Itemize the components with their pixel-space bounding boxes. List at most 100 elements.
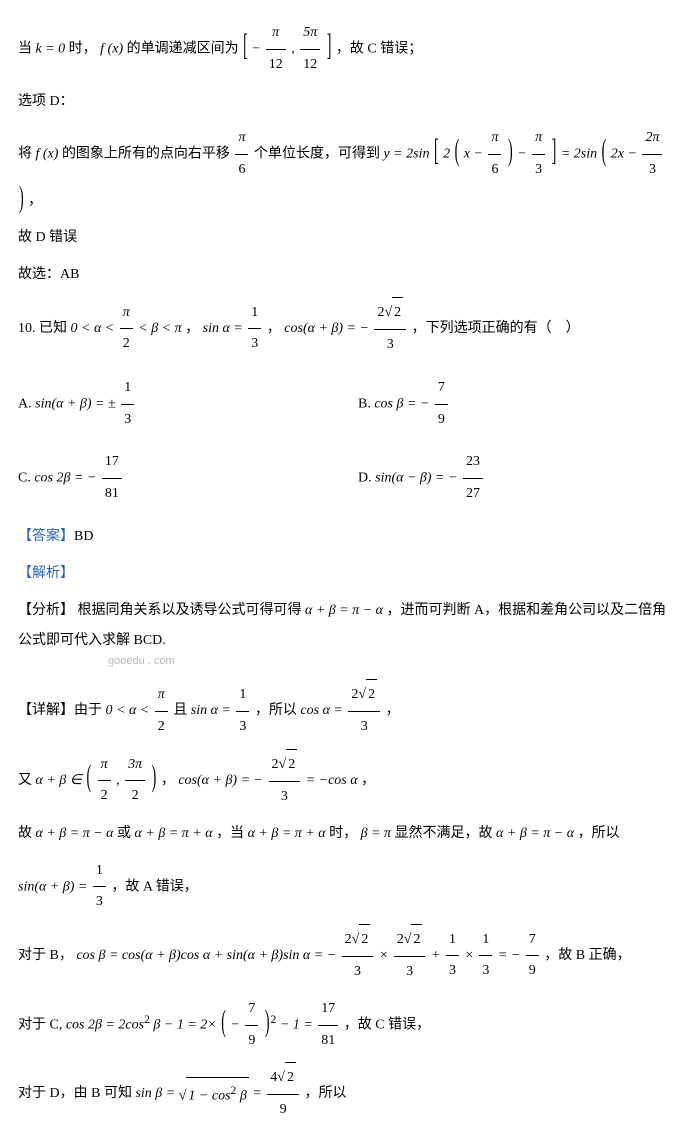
frac: 13: [248, 298, 261, 361]
frac: 79: [435, 373, 448, 436]
txt: ，: [267, 321, 281, 336]
watermark: gooedu . com: [108, 649, 674, 673]
frac: π2: [98, 750, 111, 813]
label: C.: [18, 471, 34, 486]
math: cos 2β = 2cos: [66, 1017, 144, 1032]
num: 17: [318, 994, 338, 1026]
para-d: 将 f (x) 的图象上所有的点向右平移 π6 个单位长度，可得到 y = 2s…: [18, 123, 674, 217]
math: f (x): [100, 42, 123, 57]
frac: π2: [120, 298, 133, 361]
den: 81: [318, 1026, 338, 1057]
n: 2: [397, 932, 404, 947]
txt: 时，: [329, 826, 357, 841]
frac: 2√2 3: [374, 297, 406, 361]
num: π: [235, 123, 248, 155]
math: =: [252, 1087, 265, 1102]
den: 3: [269, 782, 301, 813]
num: 2√2: [342, 924, 374, 957]
frac: 1781: [102, 447, 122, 510]
txt: 的单调递减区间为: [127, 42, 243, 57]
rad: 2: [285, 1062, 296, 1094]
math: sin(α + β) = ±: [35, 396, 119, 411]
num: 7: [526, 925, 539, 957]
jiexi-label: 【解析】: [18, 559, 674, 590]
num: 23: [463, 447, 483, 479]
num: 3π: [125, 750, 145, 782]
den: 3: [248, 329, 261, 360]
den: 3: [394, 957, 426, 988]
txt: 10. 已知: [18, 321, 71, 336]
sqrt-icon: √2: [277, 1062, 296, 1094]
txt: 个单位长度，可得到: [254, 147, 384, 162]
frac: 13: [121, 373, 134, 436]
math: 2: [443, 147, 450, 162]
num: 2π: [642, 123, 662, 155]
math: α + β = π − α: [36, 826, 114, 841]
txt: ，故 A 错误，: [111, 879, 197, 894]
math: cos α =: [300, 703, 346, 718]
sqrt-icon: √2: [352, 924, 371, 956]
frac: 2π3: [642, 123, 662, 186]
den: 9: [267, 1095, 299, 1126]
paren-right: ): [152, 747, 157, 815]
option-d: D. sin(α − β) = − 2327: [358, 447, 674, 510]
math: −: [230, 1017, 243, 1032]
option-a: A. sin(α + β) = ± 13: [18, 373, 358, 436]
option-d-label: 选项 D：: [18, 87, 674, 118]
minus: −: [252, 42, 260, 57]
sqrt-icon: √2: [279, 749, 298, 781]
frac: 3π2: [125, 750, 145, 813]
den: 3: [121, 405, 134, 436]
n: 2: [272, 757, 279, 772]
txt: 根据同角关系以及诱导公式可得可得: [78, 603, 306, 618]
txt: 又: [18, 773, 36, 788]
options-row-2: C. cos 2β = − 1781 D. sin(α − β) = − 232…: [18, 441, 674, 516]
paren-right: ): [19, 168, 24, 236]
num: π: [532, 123, 545, 155]
den: 2: [120, 329, 133, 360]
math: − 1 =: [280, 1017, 316, 1032]
answer: 【答案】BD: [18, 522, 674, 553]
q10-stem: 10. 已知 0 < α < π2 < β < π ， sin α = 13 ，…: [18, 297, 674, 361]
math: +: [431, 948, 444, 963]
txt: 且: [173, 703, 191, 718]
math: y = 2sin: [383, 147, 429, 162]
math: α + β ∈: [36, 773, 86, 788]
den: 3: [342, 957, 374, 988]
txt: 当: [18, 42, 36, 57]
frac: 13: [446, 925, 459, 988]
num: 2√2: [269, 749, 301, 782]
den: 3: [642, 155, 662, 186]
sqrt-icon: √2: [384, 297, 403, 329]
math: α + β = π + α: [248, 826, 326, 841]
den: 3: [93, 887, 106, 918]
num: 17: [102, 447, 122, 479]
math: cos(α + β) = −: [178, 773, 266, 788]
sup: 2: [271, 1013, 277, 1026]
paren-left: (: [602, 121, 607, 189]
fenxi: 【分析】 根据同角关系以及诱导公式可得可得 α + β = π − α ，进而可…: [18, 596, 674, 658]
detail-5: 对于 B， cos β = cos(α + β)cos α + sin(α + …: [18, 924, 674, 988]
math: = −: [498, 948, 524, 963]
rad: 1 − cos2 β: [186, 1077, 248, 1112]
para-c-wrong: 当 k = 0 时， f (x) 的单调递减区间为 [ − π12 , 5π12…: [18, 18, 674, 81]
paren-left: (: [455, 121, 460, 189]
den: 6: [488, 155, 501, 186]
den: 12: [266, 50, 286, 81]
num: π: [155, 680, 168, 712]
select-ab: 故选：AB: [18, 260, 674, 291]
den: 81: [102, 479, 122, 510]
frac: 2327: [463, 447, 483, 510]
frac: π6: [488, 123, 501, 186]
num: 2√2: [374, 297, 406, 330]
math: sin α =: [203, 321, 247, 336]
frac: 79: [245, 994, 258, 1057]
num: 7: [435, 373, 448, 405]
den: 2: [98, 781, 111, 812]
detail-6: 对于 C, cos 2β = 2cos2 β − 1 = 2× ( − 79 )…: [18, 994, 674, 1057]
m: 1 − cos: [188, 1088, 230, 1103]
math: α + β = π + α: [135, 826, 213, 841]
den: 3: [348, 712, 380, 743]
math: sin β =: [135, 1087, 178, 1102]
n: 2: [377, 305, 384, 320]
